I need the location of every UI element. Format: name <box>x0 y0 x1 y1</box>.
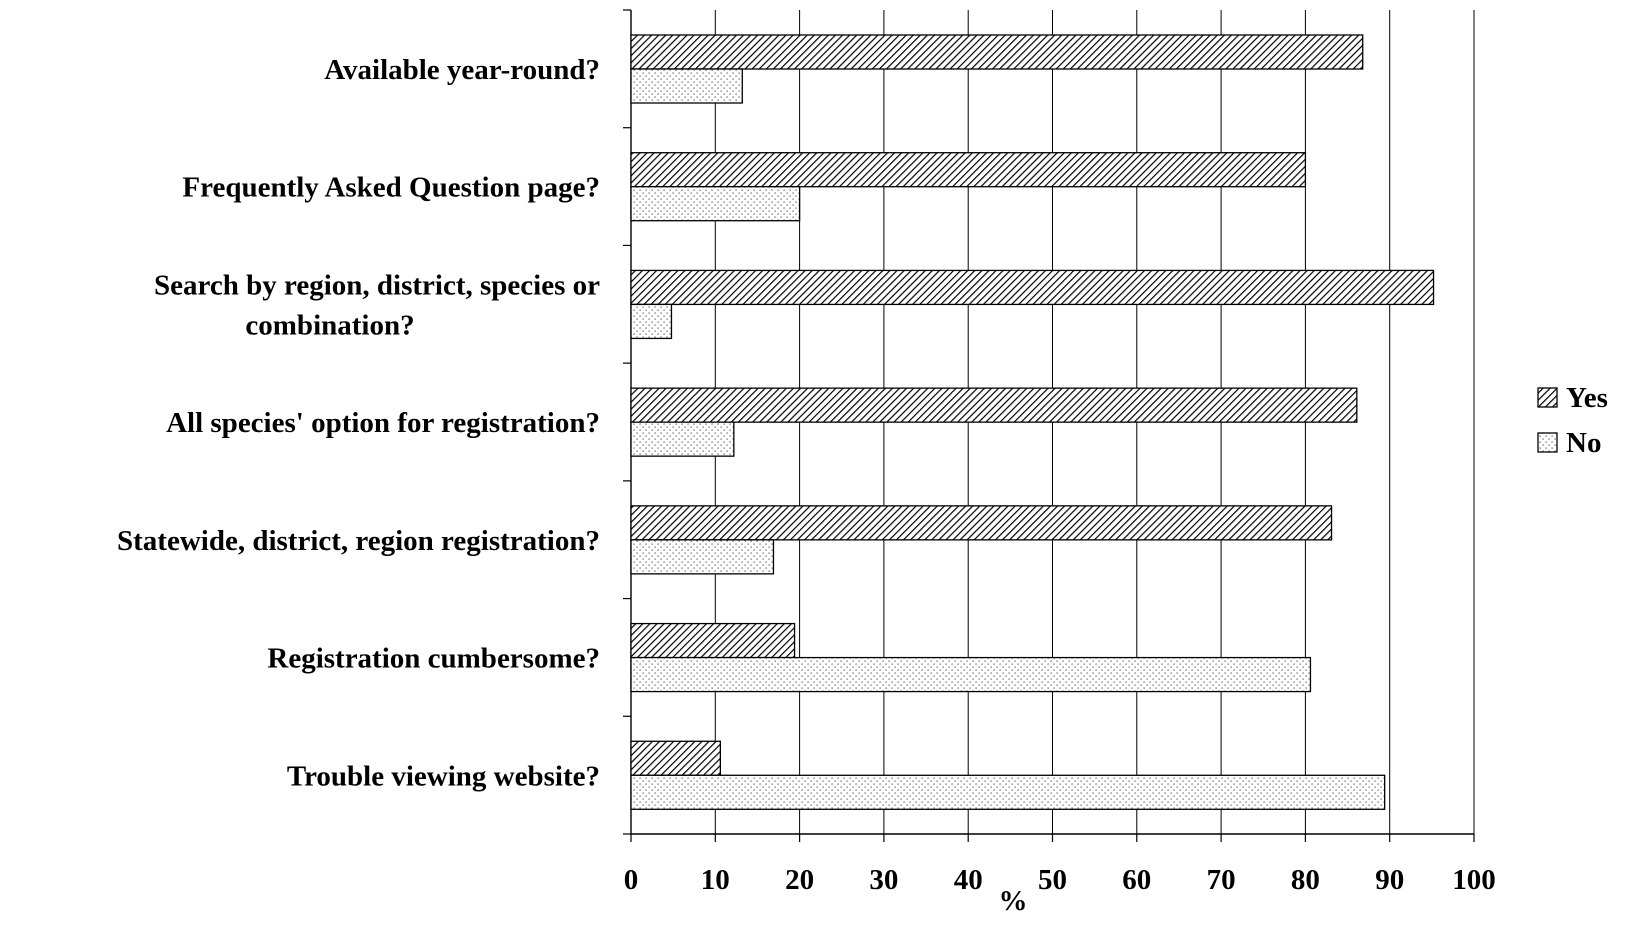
x-axis-title: % <box>999 885 1028 917</box>
bar-no-2 <box>630 303 673 340</box>
category-label: Search by region, district, species or <box>154 269 600 301</box>
bar-no-1 <box>630 186 801 222</box>
x-tick-label: 0 <box>624 864 639 896</box>
category-label: All species' option for registration? <box>166 407 600 439</box>
category-label: Available year-round? <box>324 54 600 86</box>
category-label: Statewide, district, region registration… <box>117 525 600 557</box>
bar-yes-5 <box>630 622 796 659</box>
bar-no-5 <box>630 656 1312 693</box>
bar-yes-2 <box>630 269 1435 306</box>
x-tick-label: 60 <box>1122 864 1151 896</box>
axes <box>623 9 1475 842</box>
x-tick-label: 50 <box>1038 864 1067 896</box>
x-tick-labels: 0 10 20 30 40 50 60 70 80 90 100 <box>624 864 1496 896</box>
bar-no-6 <box>630 774 1386 810</box>
category-label: Frequently Asked Question page? <box>182 172 600 204</box>
x-tick-label: 100 <box>1452 864 1496 896</box>
x-tick-label: 70 <box>1207 864 1236 896</box>
bars <box>630 34 1435 810</box>
x-tick-label: 20 <box>785 864 814 896</box>
category-label: Trouble viewing website? <box>287 760 600 792</box>
bar-no-0 <box>630 68 743 104</box>
legend: Yes No <box>1537 382 1608 459</box>
bar-yes-6 <box>630 740 722 776</box>
legend-swatch-yes <box>1537 387 1558 408</box>
x-tick-label: 40 <box>954 864 983 896</box>
bar-no-3 <box>630 421 735 457</box>
x-tick-label: 10 <box>701 864 730 896</box>
x-tick-label: 80 <box>1291 864 1320 896</box>
x-tick-label: 90 <box>1375 864 1404 896</box>
legend-label-no: No <box>1566 427 1601 459</box>
x-tick-label: 30 <box>869 864 898 896</box>
bar-yes-4 <box>630 505 1333 541</box>
legend-swatch-no <box>1537 432 1558 453</box>
category-labels: Available year-round? Frequently Asked Qu… <box>117 54 600 792</box>
legend-label-yes: Yes <box>1566 382 1608 414</box>
bar-yes-0 <box>630 34 1364 70</box>
category-label: combination? <box>245 309 414 341</box>
bar-no-4 <box>630 539 775 575</box>
bar-yes-3 <box>630 387 1358 423</box>
bar-yes-1 <box>630 152 1307 188</box>
category-label: Registration cumbersome? <box>267 643 600 675</box>
